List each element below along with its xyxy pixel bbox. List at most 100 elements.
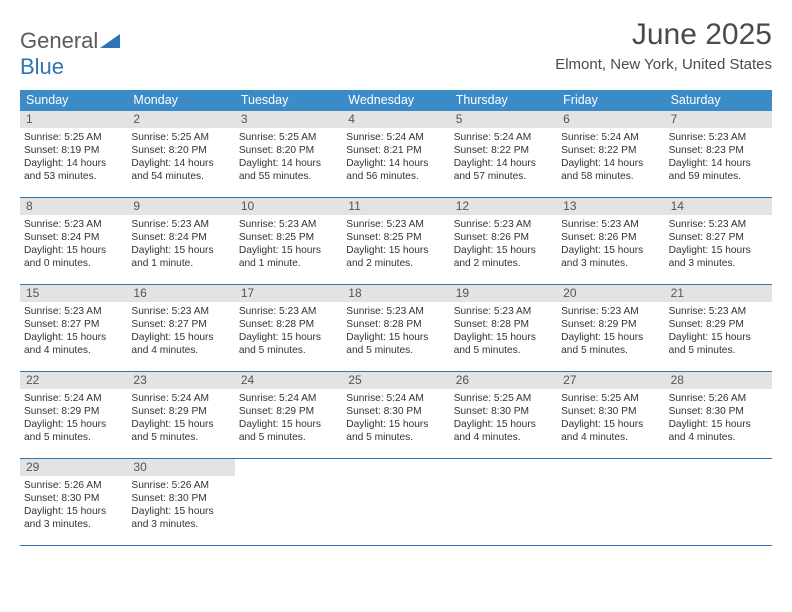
sunrise-line: Sunrise: 5:23 AM [561,305,660,318]
daylight-line: Daylight: 15 hours and 1 minute. [239,244,338,270]
date-number: 1 [20,111,127,128]
date-number: 12 [450,198,557,215]
day-cell: 18Sunrise: 5:23 AMSunset: 8:28 PMDayligh… [342,285,449,371]
date-number: 24 [235,372,342,389]
logo-triangle-icon [100,34,120,48]
date-number: 16 [127,285,234,302]
title-month: June 2025 [555,18,772,52]
sunrise-line: Sunrise: 5:24 AM [131,392,230,405]
day-cell: 12 Sunrise: 5:23 AMSunset: 8:26 PMDayligh… [450,198,557,284]
date-number: 26 [450,372,557,389]
day-cell: 8Sunrise: 5:23 AMSunset: 8:24 PMDaylight… [20,198,127,284]
date-number: 27 [557,372,664,389]
day-cell: 6 Sunrise: 5:24 AMSunset: 8:22 PMDaylight… [557,111,664,197]
day-cell: 9Sunrise: 5:23 AMSunset: 8:24 PMDaylight… [127,198,234,284]
day-cell: 22Sunrise: 5:24 AMSunset: 8:29 PMDayligh… [20,372,127,458]
day-cell: 2Sunrise: 5:25 AMSunset: 8:20 PMDaylight… [127,111,234,197]
daylight-line: Daylight: 14 hours and 58 minutes. [561,157,660,183]
date-number: 21 [665,285,772,302]
day-header-cell: Friday [557,90,664,111]
day-cell: 16 Sunrise: 5:23 AMSunset: 8:27 PMDayligh… [127,285,234,371]
sunrise-line: Sunrise: 5:24 AM [454,131,553,144]
sunrise-line: Sunrise: 5:25 AM [454,392,553,405]
daylight-line: Daylight: 14 hours and 55 minutes. [239,157,338,183]
sunrise-line: Sunrise: 5:23 AM [669,305,768,318]
daylight-line: Daylight: 15 hours and 4 minutes. [131,331,230,357]
sunset-line: Sunset: 8:26 PM [454,231,553,244]
sunset-line: Sunset: 8:24 PM [131,231,230,244]
date-number: 14 [665,198,772,215]
daylight-line: Daylight: 15 hours and 4 minutes. [24,331,123,357]
date-number: 15 [20,285,127,302]
daylight-line: Daylight: 14 hours and 57 minutes. [454,157,553,183]
date-number: 23 [127,372,234,389]
empty-cell [235,459,342,545]
sunrise-line: Sunrise: 5:23 AM [24,305,123,318]
empty-cell [450,459,557,545]
sunrise-line: Sunrise: 5:24 AM [346,131,445,144]
day-cell: 13Sunrise: 5:23 AMSunset: 8:26 PMDayligh… [557,198,664,284]
week-row: 1Sunrise: 5:25 AMSunset: 8:19 PMDaylight… [20,111,772,198]
week-row: 29Sunrise: 5:26 AMSunset: 8:30 PMDayligh… [20,459,772,546]
date-number: 6 [557,111,664,128]
day-cell: 4Sunrise: 5:24 AMSunset: 8:21 PMDaylight… [342,111,449,197]
daylight-line: Daylight: 14 hours and 59 minutes. [669,157,768,183]
sunset-line: Sunset: 8:20 PM [239,144,338,157]
daylight-line: Daylight: 15 hours and 5 minutes. [131,418,230,444]
daylight-line: Daylight: 15 hours and 5 minutes. [561,331,660,357]
sunset-line: Sunset: 8:20 PM [131,144,230,157]
day-cell: 30Sunrise: 5:26 AMSunset: 8:30 PMDayligh… [127,459,234,545]
day-header-row: SundayMondayTuesdayWednesdayThursdayFrid… [20,90,772,111]
sunset-line: Sunset: 8:30 PM [131,492,230,505]
sunrise-line: Sunrise: 5:23 AM [131,305,230,318]
sunset-line: Sunset: 8:25 PM [346,231,445,244]
subtitle-location: Elmont, New York, United States [555,56,772,73]
daylight-line: Daylight: 15 hours and 1 minute. [131,244,230,270]
daylight-line: Daylight: 15 hours and 3 minutes. [131,505,230,531]
logo-word-1: General [20,28,98,53]
date-number: 8 [20,198,127,215]
sunrise-line: Sunrise: 5:23 AM [239,218,338,231]
date-number: 18 [342,285,449,302]
daylight-line: Daylight: 15 hours and 5 minutes. [239,418,338,444]
logo-text: General Blue [20,28,120,80]
daylight-line: Daylight: 15 hours and 2 minutes. [454,244,553,270]
sunrise-line: Sunrise: 5:23 AM [669,131,768,144]
daylight-line: Daylight: 14 hours and 54 minutes. [131,157,230,183]
sunset-line: Sunset: 8:29 PM [239,405,338,418]
date-number: 17 [235,285,342,302]
sunset-line: Sunset: 8:22 PM [561,144,660,157]
day-header-cell: Saturday [665,90,772,111]
sunset-line: Sunset: 8:30 PM [561,405,660,418]
day-cell: 28Sunrise: 5:26 AMSunset: 8:30 PMDayligh… [665,372,772,458]
sunset-line: Sunset: 8:29 PM [131,405,230,418]
empty-cell [665,459,772,545]
day-header-cell: Sunday [20,90,127,111]
day-cell: 29Sunrise: 5:26 AMSunset: 8:30 PMDayligh… [20,459,127,545]
day-cell: 3Sunrise: 5:25 AMSunset: 8:20 PMDaylight… [235,111,342,197]
logo: General Blue [20,18,120,80]
empty-cell [342,459,449,545]
sunrise-line: Sunrise: 5:23 AM [454,305,553,318]
sunset-line: Sunset: 8:27 PM [131,318,230,331]
sunset-line: Sunset: 8:29 PM [561,318,660,331]
calendar: SundayMondayTuesdayWednesdayThursdayFrid… [20,90,772,546]
day-cell: 7Sunrise: 5:23 AMSunset: 8:23 PMDaylight… [665,111,772,197]
daylight-line: Daylight: 15 hours and 3 minutes. [669,244,768,270]
sunset-line: Sunset: 8:30 PM [24,492,123,505]
sunrise-line: Sunrise: 5:25 AM [561,392,660,405]
daylight-line: Daylight: 14 hours and 56 minutes. [346,157,445,183]
daylight-line: Daylight: 15 hours and 5 minutes. [669,331,768,357]
sunrise-line: Sunrise: 5:24 AM [561,131,660,144]
day-cell: 11Sunrise: 5:23 AMSunset: 8:25 PMDayligh… [342,198,449,284]
day-cell: 10Sunrise: 5:23 AMSunset: 8:25 PMDayligh… [235,198,342,284]
sunset-line: Sunset: 8:28 PM [454,318,553,331]
date-number: 10 [235,198,342,215]
sunrise-line: Sunrise: 5:23 AM [454,218,553,231]
sunrise-line: Sunrise: 5:23 AM [346,218,445,231]
day-cell: 14Sunrise: 5:23 AMSunset: 8:27 PMDayligh… [665,198,772,284]
day-header-cell: Tuesday [235,90,342,111]
daylight-line: Daylight: 15 hours and 5 minutes. [24,418,123,444]
date-number: 30 [127,459,234,476]
sunset-line: Sunset: 8:30 PM [346,405,445,418]
